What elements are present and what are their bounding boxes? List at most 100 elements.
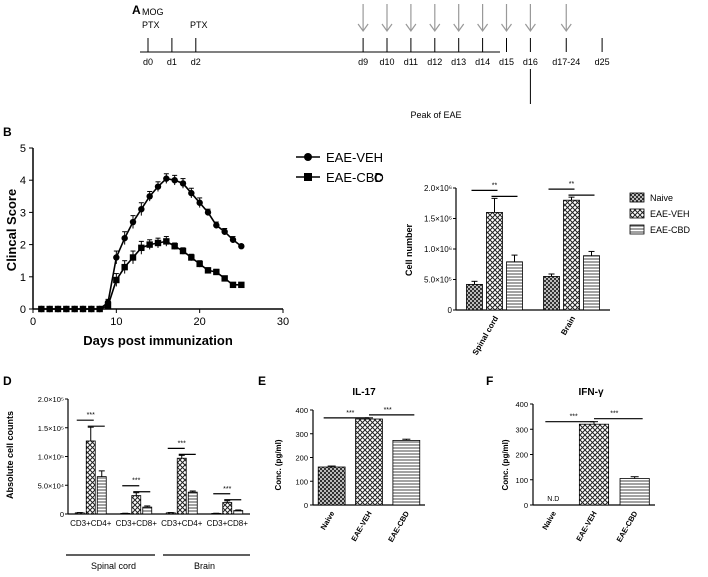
legend-label: Naive xyxy=(650,193,673,203)
data-point xyxy=(188,254,195,261)
category-label: CD3+CD4+ xyxy=(70,519,112,528)
data-point xyxy=(79,305,87,313)
injection-arrow-head xyxy=(429,23,441,33)
y-tick-label: 0 xyxy=(524,501,528,510)
group-label: Spinal cord xyxy=(91,561,136,571)
il17-chart: IL-17 Conc. (pg/ml) 0 100 200 300 400 Naive EA… xyxy=(274,387,425,544)
timeline-tick-label: d25 xyxy=(595,57,610,67)
timeline-tick-label: d12 xyxy=(427,57,442,67)
bar xyxy=(506,261,523,311)
timeline-tick-label: d0 xyxy=(143,57,153,67)
significance-label: *** xyxy=(132,478,140,485)
data-point xyxy=(179,180,187,187)
significance-label: *** xyxy=(178,440,186,447)
injection-arrow-head xyxy=(381,23,393,33)
y-tick-label: 300 xyxy=(515,425,528,434)
timeline-panel: MOG PTX PTX Peak of EAE d0 d1 d2 d9 d10 d11 d1… xyxy=(140,4,610,120)
legend-label: EAE-VEH xyxy=(650,209,690,219)
y-tick-label: 0 xyxy=(60,510,64,519)
timeline-tick-label: d16 xyxy=(523,57,538,67)
y-tick-label: 1.0×10⁶ xyxy=(424,245,452,254)
data-point xyxy=(171,177,178,184)
significance-label: ** xyxy=(492,182,498,189)
bar xyxy=(85,440,96,515)
y-tick-label: 100 xyxy=(515,476,528,485)
significance-label: *** xyxy=(346,410,354,417)
x-tick-label: 30 xyxy=(277,316,289,328)
data-point xyxy=(204,267,212,274)
category-label: EAE-VEH xyxy=(574,510,598,543)
x-tick-label: 0 xyxy=(30,316,36,328)
significance-label: *** xyxy=(384,407,392,414)
bar xyxy=(131,495,142,515)
timeline-label-ptx-second: PTX xyxy=(190,20,208,30)
panel-label-c: C xyxy=(374,171,383,185)
legend-marker xyxy=(304,153,312,161)
y-tick-label: 4 xyxy=(20,175,26,187)
bar xyxy=(583,255,600,311)
panel-label-f: F xyxy=(486,374,493,388)
timeline-label-ptx-first: PTX xyxy=(142,20,160,30)
timeline-peak-label: Peak of EAE xyxy=(410,110,461,120)
y-tick-label: 200 xyxy=(295,454,308,463)
data-point xyxy=(238,281,245,289)
bar xyxy=(176,457,187,515)
timeline-tick-label: d17-24 xyxy=(552,57,580,67)
bar xyxy=(466,283,483,311)
data-point xyxy=(154,183,162,190)
data-point xyxy=(104,302,112,309)
data-point xyxy=(63,305,70,313)
injection-arrow-head xyxy=(524,23,536,33)
data-point xyxy=(204,209,212,216)
category-label: CD3+CD4+ xyxy=(161,519,203,528)
y-tick-label: 0 xyxy=(448,306,453,315)
y-tick-label: 1.5×10⁶ xyxy=(424,215,452,224)
data-point xyxy=(179,247,187,255)
cell-number-chart: Cell number 0 5.0×10⁵ 1.0×10⁶ 1.5×10⁶ 2.0×10… xyxy=(404,181,691,357)
significance-label: *** xyxy=(610,411,618,418)
legend-swatch xyxy=(629,208,645,219)
injection-arrow-head xyxy=(560,23,572,33)
data-point xyxy=(229,236,237,243)
bar xyxy=(578,423,610,506)
y-tick-label: 2 xyxy=(20,240,26,252)
chart-e-ylabel: Conc. (pg/ml) xyxy=(274,439,283,490)
y-tick-label: 400 xyxy=(515,400,528,409)
timeline-tick-label: d10 xyxy=(379,57,394,67)
data-point xyxy=(96,305,103,313)
y-tick-label: 400 xyxy=(295,406,308,415)
data-point xyxy=(229,281,237,289)
chart-f-title: IFN-γ xyxy=(579,387,604,398)
group-label: Brain xyxy=(194,561,215,571)
injection-arrow-head xyxy=(501,23,512,33)
data-point xyxy=(129,218,137,226)
y-tick-label: 3 xyxy=(20,207,26,219)
data-point xyxy=(129,254,137,261)
significance-label: *** xyxy=(87,412,95,419)
bar xyxy=(355,418,383,506)
data-point xyxy=(196,260,203,268)
legend-marker xyxy=(304,173,312,181)
data-point xyxy=(163,238,170,245)
panel-label-a: A xyxy=(132,3,141,17)
category-label: EAE-CBD xyxy=(386,509,411,544)
data-point xyxy=(196,199,203,206)
bar xyxy=(233,510,244,515)
data-point xyxy=(221,228,228,235)
legend-label: EAE-CBD xyxy=(326,170,384,185)
data-point xyxy=(171,243,178,250)
bar xyxy=(563,199,580,311)
y-tick-label: 0 xyxy=(20,304,26,316)
data-point xyxy=(121,234,128,242)
absolute-counts-chart: Absolute cell counts 0 5.0×10⁴ 1.0×10⁵ 1.5×… xyxy=(5,395,250,571)
timeline-label-mog: MOG xyxy=(142,7,164,17)
panel-label-e: E xyxy=(258,374,266,388)
y-tick-label: 1 xyxy=(20,272,26,284)
data-point xyxy=(154,239,162,247)
category-label: CD3+CD8+ xyxy=(116,519,158,528)
data-point xyxy=(38,305,45,313)
y-tick-label: 5.0×10⁴ xyxy=(38,481,64,490)
data-point xyxy=(213,222,220,229)
timeline-tick-label: d2 xyxy=(191,57,201,67)
chart-b-xlabel: Days post immunization xyxy=(83,333,233,348)
